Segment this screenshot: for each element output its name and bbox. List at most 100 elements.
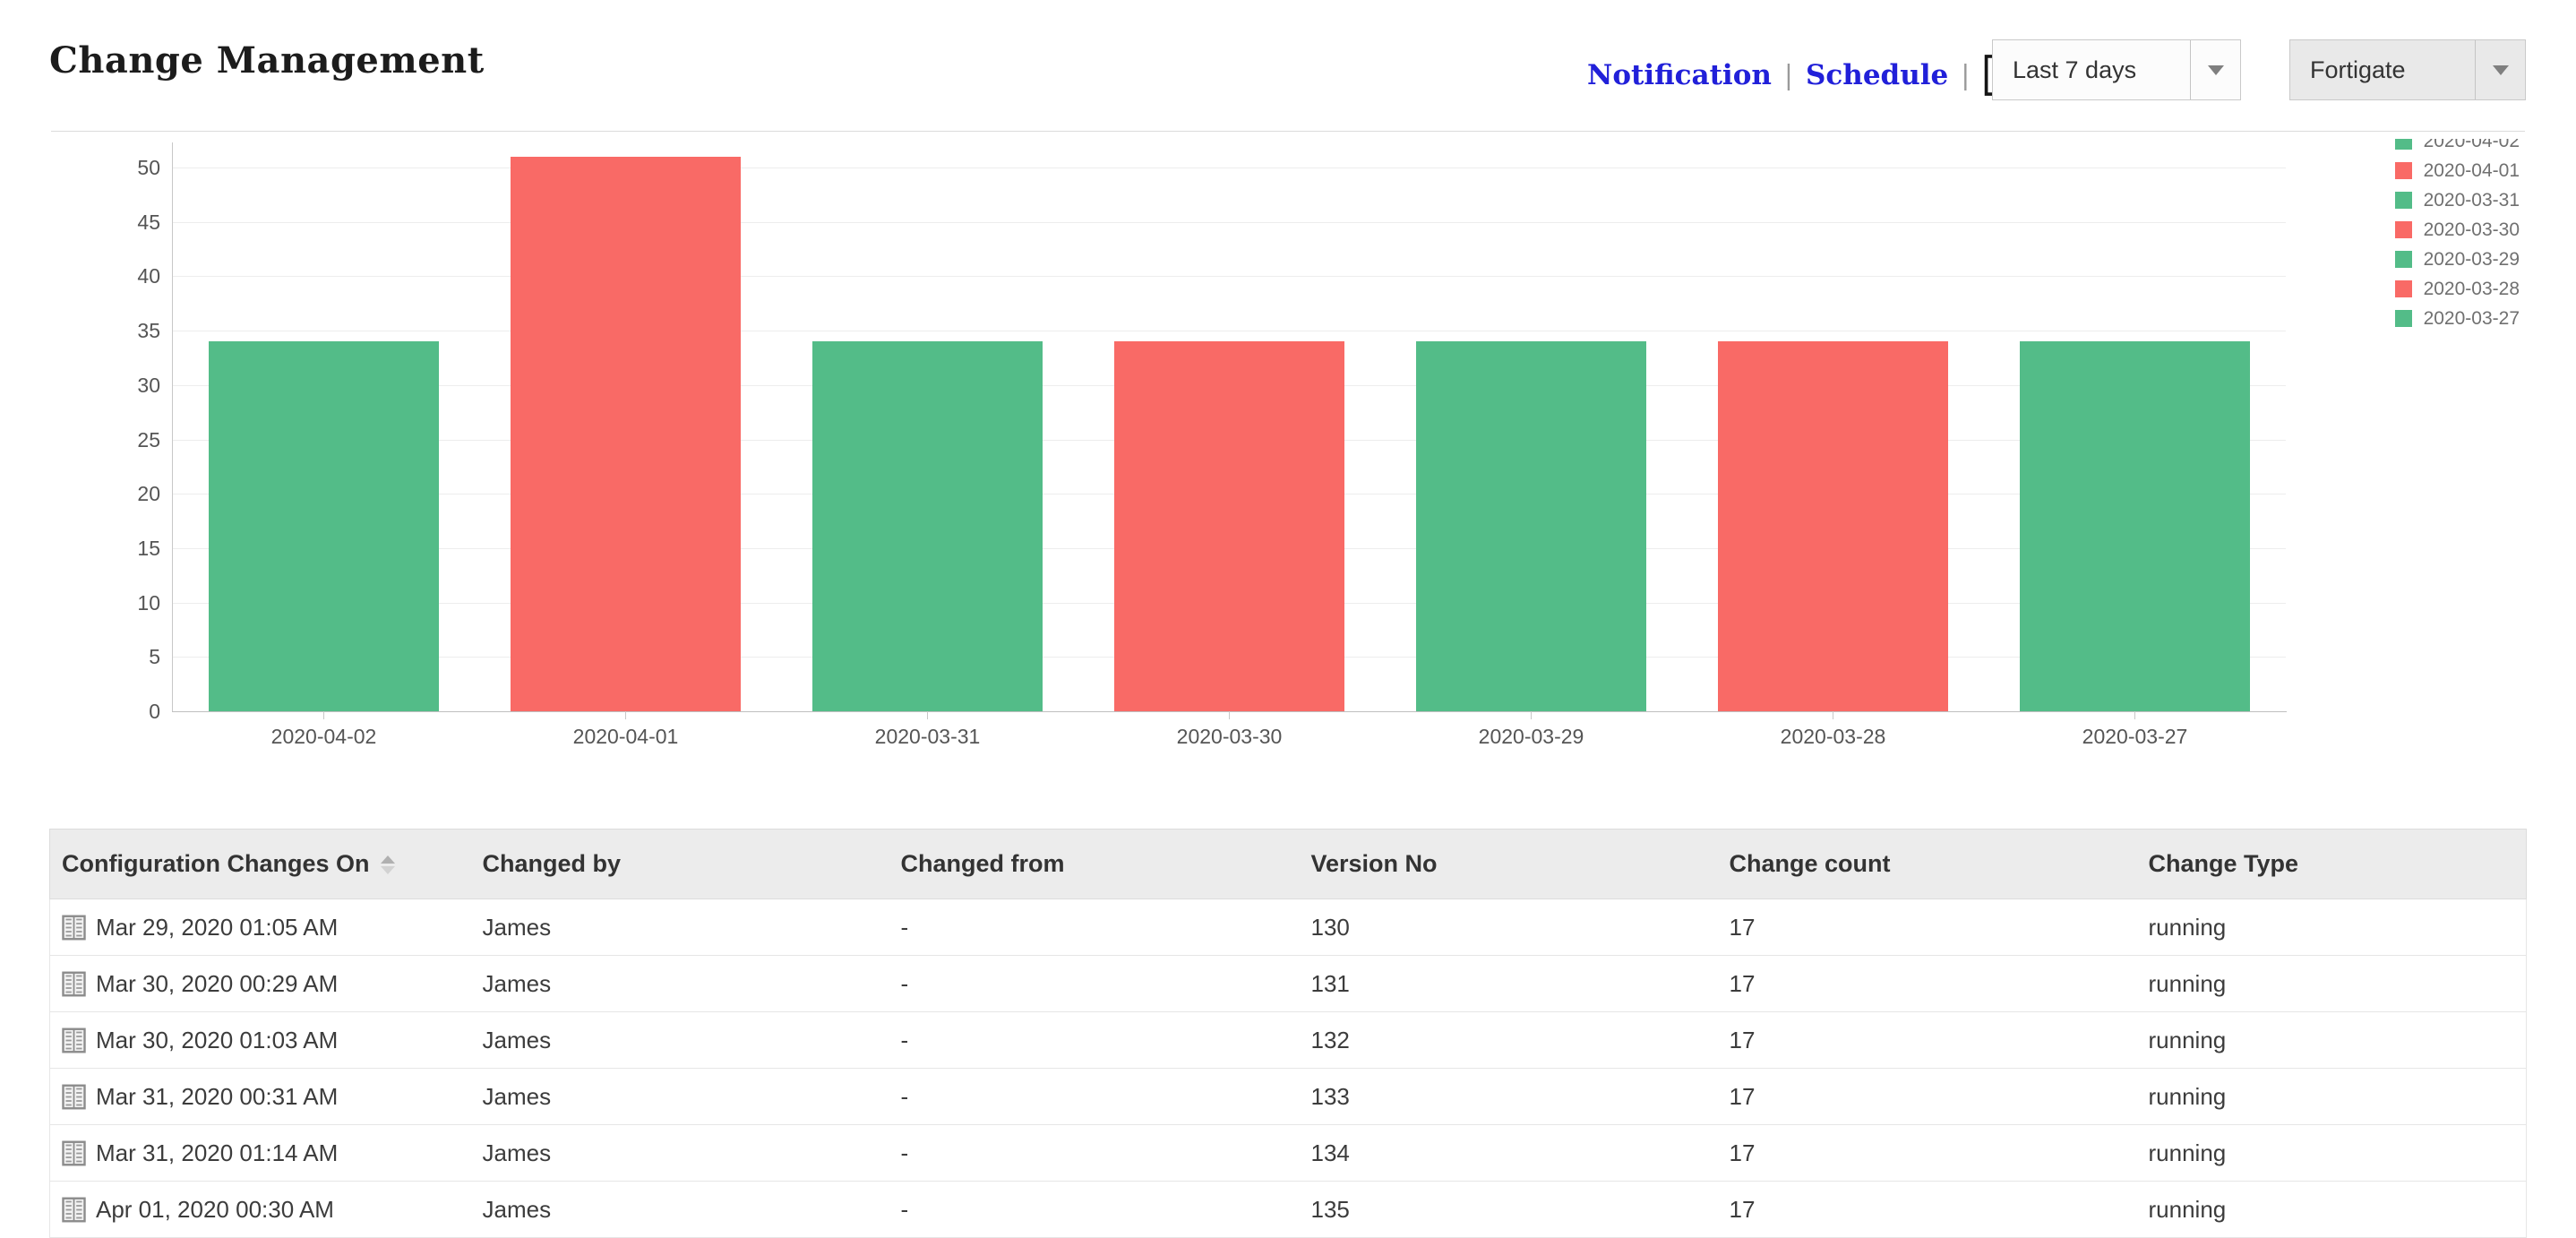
y-tick-label: 35: [137, 319, 160, 343]
link-separator: |: [1783, 59, 1794, 91]
cell-change-count: 17: [1729, 1124, 2149, 1182]
cell-change-count: 17: [1729, 1011, 2149, 1069]
changes-on-value: Mar 30, 2020 01:03 AM: [96, 1026, 339, 1053]
legend-swatch: [2394, 162, 2412, 179]
config-diff-icon[interactable]: [62, 1196, 86, 1224]
x-tick: [1531, 711, 1532, 719]
y-tick-label: 20: [137, 482, 160, 506]
cell-change-type: running: [2148, 1068, 2527, 1125]
legend-swatch: [2394, 139, 2412, 150]
page-header: Change Management Notification | Schedul…: [0, 0, 2576, 131]
bar-2020-03-30[interactable]: [1114, 341, 1344, 711]
legend-label: 2020-03-28: [2423, 278, 2520, 299]
legend-item-2020-03-30[interactable]: 2020-03-30: [2394, 215, 2520, 245]
legend-label: 2020-03-27: [2423, 307, 2520, 329]
sort-icon[interactable]: [380, 855, 395, 875]
cell-changed-by: James: [482, 955, 901, 1012]
bar-2020-03-28[interactable]: [1718, 341, 1948, 711]
bar-slot: [173, 168, 475, 711]
x-tick: [927, 711, 928, 719]
cell-change-count: 17: [1729, 955, 2149, 1012]
device-dropdown[interactable]: Fortigate: [2289, 39, 2526, 100]
table-row[interactable]: Mar 30, 2020 01:03 AM James -132 17 running: [49, 1011, 2527, 1069]
device-caret[interactable]: [2475, 40, 2525, 99]
x-axis-labels: 2020-04-02 2020-04-01 2020-03-31 2020-03-30…: [173, 711, 2286, 749]
configuration-changes-table: Configuration Changes On Changed by Chan…: [49, 829, 2527, 1238]
table-row[interactable]: Mar 31, 2020 00:31 AM James -133 17 running: [49, 1068, 2527, 1125]
page-title: Change Management: [49, 39, 485, 82]
cell-changes-on: Apr 01, 2020 00:30 AM: [49, 1181, 483, 1238]
column-header-changed-by[interactable]: Changed by: [482, 829, 901, 899]
x-tick: [2134, 711, 2135, 719]
legend-item-2020-03-27[interactable]: 2020-03-27: [2394, 304, 2520, 333]
column-header-configuration-changes-on[interactable]: Configuration Changes On: [49, 829, 483, 899]
cell-changes-on: Mar 30, 2020 00:29 AM: [49, 955, 483, 1012]
x-tick-label: 2020-03-30: [1176, 725, 1283, 748]
legend-item-2020-03-29[interactable]: 2020-03-29: [2394, 245, 2520, 274]
bar-series: [173, 156, 2286, 711]
config-diff-icon[interactable]: [62, 1083, 86, 1111]
chart-legend: 2020-04-02 2020-04-01 2020-03-31 2020-03-30…: [2394, 139, 2520, 341]
x-tick: [625, 711, 626, 719]
change-management-chart-panel: 0 5 10 15 20 25 30 35 40 45 50 2020-04-02 2020-04-0…: [51, 131, 2525, 758]
column-header-version-no[interactable]: Version No: [1310, 829, 1730, 899]
bar-slot: [475, 156, 777, 711]
y-tick-label: 45: [137, 210, 160, 234]
cell-changed-from: -: [900, 1068, 1311, 1125]
bar-2020-04-01[interactable]: [511, 156, 741, 711]
chevron-down-icon: [2207, 64, 2224, 75]
cell-version-no: 130: [1310, 898, 1730, 956]
y-tick-label: 0: [149, 700, 160, 723]
device-value: Fortigate: [2310, 56, 2406, 83]
legend-label: 2020-03-30: [2423, 219, 2520, 240]
bar-slot: [1682, 168, 1984, 711]
legend-swatch: [2394, 251, 2412, 268]
legend-label: 2020-03-31: [2423, 189, 2520, 211]
bar-2020-03-29[interactable]: [1416, 341, 1646, 711]
y-tick-label: 25: [137, 427, 160, 451]
x-tick-label: 2020-04-02: [270, 725, 377, 748]
bar-2020-03-27[interactable]: [2020, 341, 2250, 711]
column-header-change-type[interactable]: Change Type: [2148, 829, 2527, 899]
bar-slot: [777, 168, 1078, 711]
config-diff-icon[interactable]: [62, 970, 86, 998]
time-period-dropdown[interactable]: Last 7 days: [1992, 39, 2241, 100]
config-diff-icon[interactable]: [62, 1027, 86, 1054]
column-header-changed-from[interactable]: Changed from: [900, 829, 1311, 899]
cell-change-type: running: [2148, 955, 2527, 1012]
cell-version-no: 132: [1310, 1011, 1730, 1069]
cell-changed-from: -: [900, 1011, 1311, 1069]
table-row[interactable]: Mar 29, 2020 01:05 AM James -130 17 running: [49, 898, 2527, 956]
schedule-link[interactable]: Schedule: [1806, 59, 1949, 91]
x-slot: 2020-04-02: [173, 711, 475, 749]
cell-changed-from: -: [900, 955, 1311, 1012]
y-tick-label: 30: [137, 373, 160, 397]
legend-item-2020-04-01[interactable]: 2020-04-01: [2394, 156, 2520, 185]
legend-item-2020-03-31[interactable]: 2020-03-31: [2394, 185, 2520, 215]
notification-link[interactable]: Notification: [1587, 59, 1772, 91]
cell-changed-by: James: [482, 1181, 901, 1238]
cell-version-no: 135: [1310, 1181, 1730, 1238]
time-period-caret[interactable]: [2190, 40, 2240, 99]
x-slot: 2020-03-27: [1984, 711, 2286, 749]
column-header-change-count[interactable]: Change count: [1729, 829, 2149, 899]
table-row[interactable]: Mar 30, 2020 00:29 AM James -131 17 running: [49, 955, 2527, 1012]
legend-swatch: [2394, 280, 2412, 297]
x-tick-label: 2020-04-01: [572, 725, 679, 748]
y-tick-label: 10: [137, 590, 160, 615]
table-row[interactable]: Apr 01, 2020 00:30 AM James -135 17 running: [49, 1181, 2527, 1238]
cell-version-no: 133: [1310, 1068, 1730, 1125]
bar-2020-04-02[interactable]: [209, 341, 439, 711]
cell-changed-from: -: [900, 1181, 1311, 1238]
cell-changed-from: -: [900, 898, 1311, 956]
bar-2020-03-31[interactable]: [812, 341, 1043, 711]
x-tick-label: 2020-03-31: [874, 725, 981, 748]
config-diff-icon[interactable]: [62, 1139, 86, 1167]
legend-item-2020-03-28[interactable]: 2020-03-28: [2394, 274, 2520, 304]
cell-changes-on: Mar 30, 2020 01:03 AM: [49, 1011, 483, 1069]
gridline: [173, 276, 2286, 278]
changes-on-value: Apr 01, 2020 00:30 AM: [96, 1195, 334, 1223]
legend-item-2020-04-02[interactable]: 2020-04-02: [2394, 139, 2520, 156]
config-diff-icon[interactable]: [62, 914, 86, 941]
table-row[interactable]: Mar 31, 2020 01:14 AM James -134 17 running: [49, 1124, 2527, 1182]
